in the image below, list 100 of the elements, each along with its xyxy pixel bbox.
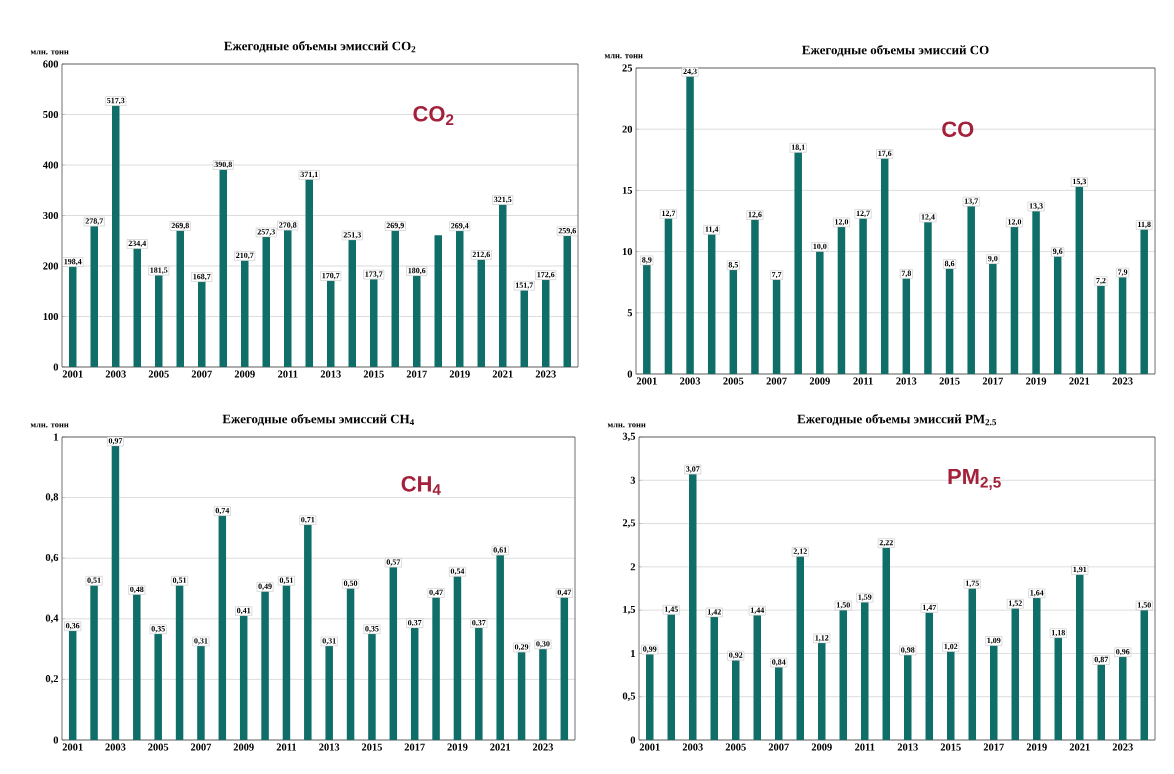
- bar: [861, 602, 869, 740]
- bar: [410, 627, 419, 740]
- bar: [112, 105, 120, 367]
- bar: [197, 646, 205, 740]
- bar: [176, 230, 184, 367]
- y-tick-label: 2: [630, 563, 636, 571]
- chart-title: Ежегодные объемы эмиссий CO$_{2}$: [224, 40, 416, 53]
- y-tick-label: 25: [622, 64, 633, 72]
- bar: [542, 279, 550, 367]
- x-tick-label: 2015: [363, 370, 384, 378]
- bar: [729, 269, 738, 374]
- y-tick-label: 1: [54, 433, 58, 441]
- x-tick-label: 2021: [492, 370, 513, 378]
- bar: [517, 652, 526, 740]
- bar: [325, 646, 333, 740]
- bar: [1140, 229, 1148, 374]
- bar: [241, 260, 249, 367]
- bar: [539, 649, 547, 740]
- x-tick-label: 2015: [940, 743, 961, 751]
- y-tick-label: 1,5: [623, 605, 636, 615]
- bar: [262, 237, 270, 367]
- bar: [368, 633, 376, 740]
- bar: [305, 179, 313, 367]
- bar: [1118, 277, 1127, 374]
- bar: [1010, 227, 1019, 374]
- bar: [239, 615, 248, 740]
- y-axis-title: млн. тонн: [30, 50, 69, 55]
- y-tick-label: 0,2: [45, 675, 59, 684]
- bar: [1032, 211, 1040, 374]
- bar: [990, 645, 998, 740]
- bar: [348, 240, 356, 367]
- bar: [1097, 285, 1105, 374]
- bar: [453, 576, 462, 740]
- x-tick-label: 2023: [1112, 377, 1133, 385]
- bar: [710, 617, 719, 740]
- bar: [880, 158, 889, 374]
- y-tick-label: 15: [622, 186, 633, 194]
- annotation: PM$_{2,5}$: [948, 468, 1001, 490]
- bar: [520, 290, 528, 367]
- bar: [475, 627, 483, 740]
- y-axis-title: млн. тонн: [604, 54, 643, 59]
- bar: [346, 588, 355, 740]
- y-tick-label: 200: [43, 262, 59, 270]
- bar: [477, 259, 485, 367]
- annotation: CO: [942, 121, 974, 137]
- bar: [753, 615, 762, 740]
- bar: [1140, 610, 1149, 740]
- x-tick-label: 2021: [1069, 377, 1090, 385]
- x-tick-label: 2005: [148, 743, 169, 751]
- bar: [198, 281, 206, 367]
- x-tick-label: 2011: [855, 743, 875, 751]
- y-tick-label: 400: [42, 161, 59, 169]
- x-tick-label: 2009: [809, 377, 830, 385]
- bar: [945, 268, 954, 374]
- y-tick-label: 0: [53, 736, 59, 744]
- y-tick-label: 20: [622, 125, 633, 133]
- y-tick-label: 0,6: [45, 553, 59, 563]
- bar: [732, 660, 740, 740]
- x-tick-label: 2019: [1026, 743, 1047, 751]
- x-tick-label: 2007: [191, 370, 212, 378]
- y-tick-label: 100: [43, 312, 59, 321]
- bar: [133, 248, 141, 367]
- bar: [664, 218, 673, 374]
- bar: [989, 263, 997, 374]
- x-tick-label: 2001: [62, 370, 83, 378]
- x-tick-label: 2015: [361, 743, 383, 751]
- bar: [1097, 664, 1106, 740]
- bar: [667, 614, 676, 740]
- bar: [794, 152, 802, 374]
- y-tick-label: 0: [627, 370, 633, 378]
- x-tick-label: 2023: [532, 743, 554, 751]
- x-tick-label: 2001: [62, 743, 83, 751]
- bar: [1054, 637, 1063, 740]
- bar: [284, 230, 292, 367]
- x-tick-label: 2009: [811, 743, 832, 751]
- bar: [90, 226, 98, 367]
- x-tick-label: 2007: [190, 743, 212, 751]
- x-tick-label: 2017: [983, 743, 1004, 751]
- x-tick-label: 2003: [105, 370, 126, 378]
- x-tick-label: 2009: [234, 370, 255, 378]
- bar: [947, 651, 955, 740]
- x-tick-label: 2013: [319, 743, 340, 751]
- x-tick-label: 2017: [406, 370, 427, 378]
- x-tick-label: 2005: [723, 377, 744, 385]
- bar: [432, 597, 440, 740]
- bar: [456, 230, 464, 367]
- bar: [1075, 186, 1084, 374]
- bar: [370, 279, 378, 367]
- y-tick-label: 300: [43, 211, 59, 220]
- x-tick-label: 2013: [896, 377, 917, 385]
- x-tick-label: 2011: [853, 377, 873, 385]
- bar: [796, 556, 805, 740]
- bar: [1011, 608, 1020, 740]
- annotation: CO$_{2}$: [413, 106, 454, 125]
- x-tick-label: 2011: [278, 370, 298, 378]
- bar: [496, 555, 504, 740]
- bar: [389, 567, 398, 740]
- bar: [1076, 574, 1084, 740]
- y-tick-label: 5: [627, 309, 633, 317]
- x-tick-label: 2003: [105, 743, 126, 751]
